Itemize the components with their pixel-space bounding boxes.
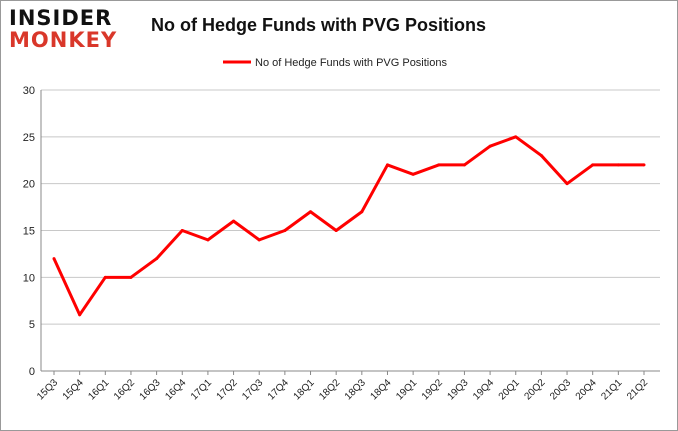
data-point <box>180 229 184 232</box>
y-tick-label: 0 <box>29 366 35 378</box>
x-tick-label: 21Q1 <box>599 377 624 402</box>
x-tick-label: 19Q1 <box>394 377 419 402</box>
data-point <box>334 229 338 232</box>
x-tick-label: 17Q3 <box>240 377 265 402</box>
data-point <box>206 238 210 242</box>
data-point <box>437 163 441 167</box>
data-point <box>488 144 492 148</box>
data-point <box>360 210 364 214</box>
data-point <box>642 163 646 167</box>
y-tick-label: 5 <box>29 319 35 331</box>
data-point <box>52 257 56 261</box>
data-point <box>565 182 569 186</box>
data-point <box>539 154 543 158</box>
data-point <box>462 163 466 167</box>
x-tick-label: 18Q2 <box>317 377 342 402</box>
x-tick-label: 18Q3 <box>343 377 368 402</box>
logo-line-2: MONKEY <box>9 28 118 52</box>
x-tick-label: 16Q2 <box>112 377 137 402</box>
data-point <box>411 172 415 176</box>
x-tick-label: 20Q1 <box>497 377 522 402</box>
x-tick-label: 16Q1 <box>86 377 111 402</box>
x-tick-label: 17Q2 <box>215 377 240 402</box>
x-tick-label: 20Q2 <box>522 377 547 402</box>
data-point <box>591 163 595 167</box>
data-point <box>257 238 261 242</box>
x-tick-label: 15Q4 <box>61 377 86 402</box>
x-tick-label: 16Q4 <box>163 377 188 402</box>
logo-line-1: INSIDER <box>9 6 113 30</box>
data-point <box>385 163 389 167</box>
chart-title: No of Hedge Funds with PVG Positions <box>151 15 487 35</box>
x-tick-label: 21Q2 <box>625 377 650 402</box>
y-tick-label: 30 <box>23 85 35 97</box>
x-tick-label: 19Q4 <box>471 377 496 402</box>
data-point <box>155 257 159 261</box>
data-point <box>103 275 107 279</box>
x-tick-label: 19Q3 <box>445 377 470 402</box>
y-tick-label: 10 <box>23 272 35 284</box>
x-tick-label: 19Q2 <box>420 377 445 402</box>
series-line <box>52 135 644 317</box>
insider-monkey-logo: INSIDER MONKEY <box>9 7 117 51</box>
data-point <box>616 163 620 167</box>
legend-label: No of Hedge Funds with PVG Positions <box>255 57 447 69</box>
x-tick-label: 18Q1 <box>292 377 317 402</box>
x-tick-label: 17Q4 <box>266 377 291 402</box>
data-point <box>129 275 133 279</box>
data-point <box>78 313 82 317</box>
x-tick-label: 15Q3 <box>35 377 60 402</box>
x-tick-label: 20Q4 <box>574 377 599 402</box>
x-tick-label: 18Q4 <box>369 377 394 402</box>
x-tick-label: 16Q3 <box>138 377 163 402</box>
x-tick-label: 17Q1 <box>189 377 214 402</box>
data-point <box>309 210 313 214</box>
y-tick-label: 25 <box>23 132 35 144</box>
data-point <box>283 229 287 232</box>
x-tick-label: 20Q3 <box>548 377 573 402</box>
y-tick-label: 20 <box>23 179 35 191</box>
y-tick-label: 15 <box>23 226 35 238</box>
data-point <box>232 219 236 223</box>
data-point <box>514 135 518 139</box>
